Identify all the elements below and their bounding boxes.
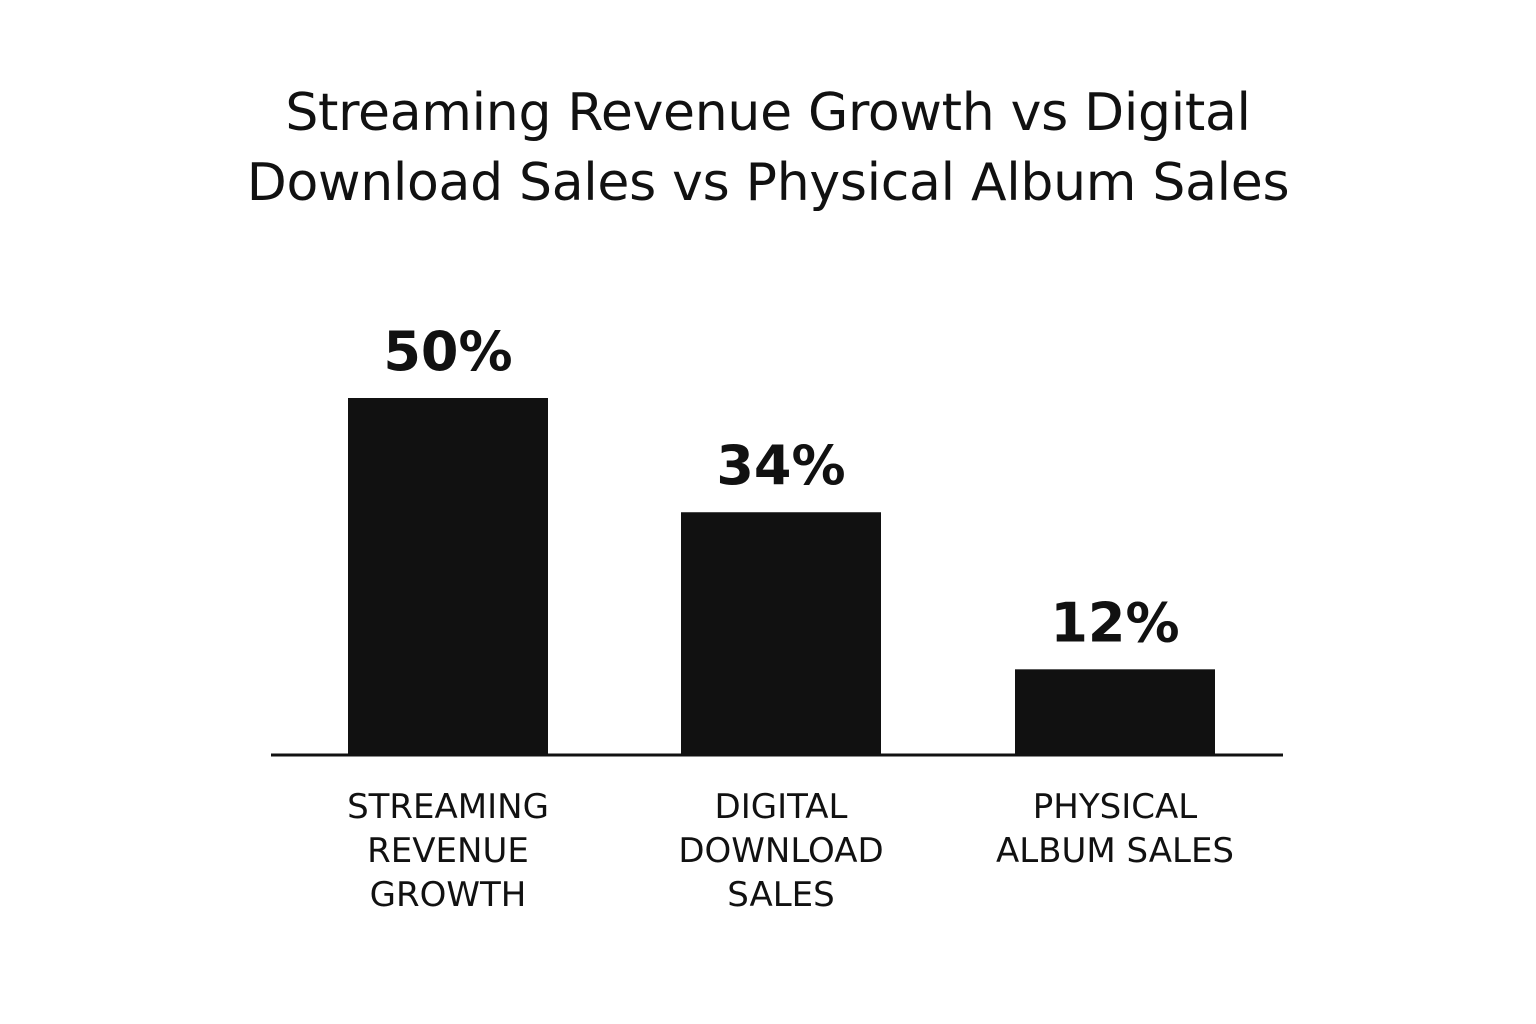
bars-group	[348, 398, 1215, 755]
value-label-3: 12%	[1050, 591, 1179, 654]
category-label-2-line-2: DOWNLOAD	[678, 831, 883, 871]
value-labels-group: 50% 34% 12%	[383, 320, 1179, 654]
value-label-2: 34%	[716, 434, 845, 497]
category-label-2-line-1: DIGITAL	[715, 787, 848, 827]
chart-title-line-1: Streaming Revenue Growth vs Digital	[285, 83, 1251, 143]
category-label-3-line-1: PHYSICAL	[1033, 787, 1197, 827]
category-label-1-line-2: REVENUE	[367, 831, 529, 871]
category-label-1-line-1: STREAMING	[347, 787, 549, 827]
bar-2	[681, 512, 881, 755]
category-label-2-line-3: SALES	[727, 875, 834, 915]
bar-3	[1015, 669, 1215, 755]
category-label-1-line-3: GROWTH	[370, 875, 527, 915]
chart-title: Streaming Revenue Growth vs Digital Down…	[0, 78, 1536, 218]
chart-title-line-2: Download Sales vs Physical Album Sales	[246, 153, 1290, 213]
bar-1	[348, 398, 548, 755]
value-label-1: 50%	[383, 320, 512, 383]
category-label-3-line-2: ALBUM SALES	[996, 831, 1234, 871]
